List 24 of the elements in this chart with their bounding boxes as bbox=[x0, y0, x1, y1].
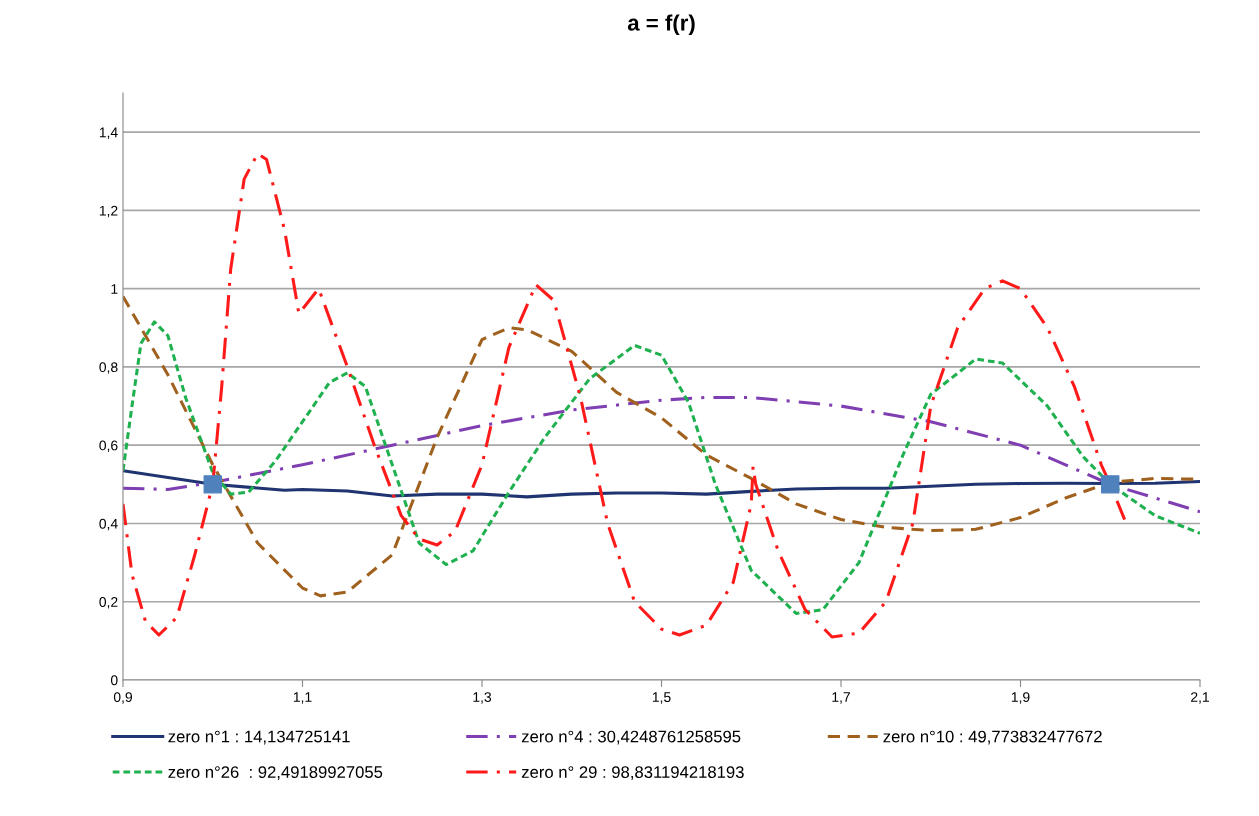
line-series bbox=[123, 469, 1200, 499]
x-tick-label: 1,7 bbox=[832, 692, 850, 704]
x-tick-label: 1,3 bbox=[473, 692, 492, 704]
x-tick-label: 1,9 bbox=[1011, 692, 1030, 704]
legend-label: zero n° 29 : 98,831194218193 bbox=[521, 766, 744, 780]
x-tick-label: 0,9 bbox=[113, 692, 132, 704]
y-tick-label: 0,6 bbox=[99, 440, 118, 453]
y-tick-label: 0,8 bbox=[99, 362, 118, 374]
line-series bbox=[123, 395, 1200, 514]
legend-label: zero n°1 : 14,134725141 bbox=[168, 730, 350, 745]
chart-title: a = f(r) bbox=[627, 14, 695, 36]
line-series bbox=[123, 152, 1127, 639]
y-tick-label: 0 bbox=[110, 675, 118, 686]
x-tick-label: 1,5 bbox=[652, 692, 671, 704]
y-tick-label: 0,4 bbox=[99, 518, 118, 531]
legend-label: zero n°10 : 49,773832477672 bbox=[883, 730, 1102, 745]
legend-label: zero n°26 : 92,49189927055 bbox=[168, 766, 383, 780]
x-tick-label: 2,1 bbox=[1191, 692, 1209, 704]
x-tick-label: 1,1 bbox=[293, 692, 312, 704]
y-tick-label: 1,4 bbox=[99, 127, 118, 139]
y-tick-label: 1,2 bbox=[99, 205, 118, 218]
y-tick-label: 1 bbox=[111, 284, 118, 294]
legend-label: zero n°4 : 30,4248761258595 bbox=[521, 730, 741, 745]
y-tick-label: 0,2 bbox=[99, 597, 118, 609]
